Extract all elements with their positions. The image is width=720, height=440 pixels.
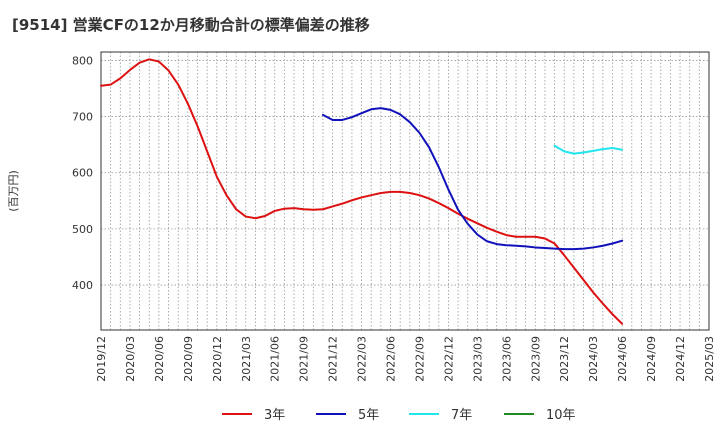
legend-label-2: 5年 [358,408,379,423]
x-tick-label: 2024/06 [616,336,629,382]
y-axis-label: (百万円) [7,170,20,212]
x-tick-label: 2019/12 [95,336,108,382]
y-axis-ticks: 400 500 600 700 800 [72,54,93,292]
x-tick-label: 2022/09 [413,336,426,382]
y-tick-label: 500 [72,223,93,236]
legend-label-4: 10年 [546,408,576,423]
x-tick-label: 2020/03 [124,336,137,382]
x-tick-label: 2024/03 [587,336,600,382]
x-tick-label: 2025/03 [703,336,716,382]
x-tick-label: 2020/06 [153,336,166,382]
x-tick-label: 2020/09 [182,336,195,382]
x-tick-label: 2021/09 [298,336,311,382]
grid-layer [101,52,709,330]
plot-background [101,52,709,330]
x-tick-label: 2022/03 [356,336,369,382]
legend: 3年 5年 7年 10年 [222,408,576,423]
plot-frame [100,51,710,331]
series-line-2 [321,107,624,251]
x-tick-label: 2021/12 [327,336,340,382]
x-tick-label: 2021/06 [269,336,282,382]
x-tick-label: 2020/12 [211,336,224,382]
y-tick-label: 600 [72,167,93,180]
x-tick-label: 2024/12 [674,336,687,382]
y-tick-label: 400 [72,279,93,292]
legend-label-1: 3年 [264,408,285,423]
series-line-1 [100,58,624,325]
x-tick-label: 2022/12 [442,336,455,382]
series-layer [100,58,624,325]
x-tick-label: 2022/06 [385,336,398,382]
x-axis-ticks: 2019/12 2020/03 2020/06 2020/09 2020/12 2021/… [95,336,716,382]
y-tick-label: 800 [72,54,93,67]
y-tick-label: 700 [72,111,93,124]
x-tick-label: 2023/03 [471,336,484,382]
series-line-3 [553,144,624,155]
x-tick-label: 2023/06 [500,336,513,382]
x-tick-label: 2023/12 [558,336,571,382]
x-tick-label: 2024/09 [645,336,658,382]
x-tick-label: 2023/09 [529,336,542,382]
chart-title: [9514] 営業CFの12か月移動合計の標準偏差の推移 [12,16,370,34]
x-tick-label: 2021/03 [240,336,253,382]
legend-label-3: 7年 [451,408,472,423]
